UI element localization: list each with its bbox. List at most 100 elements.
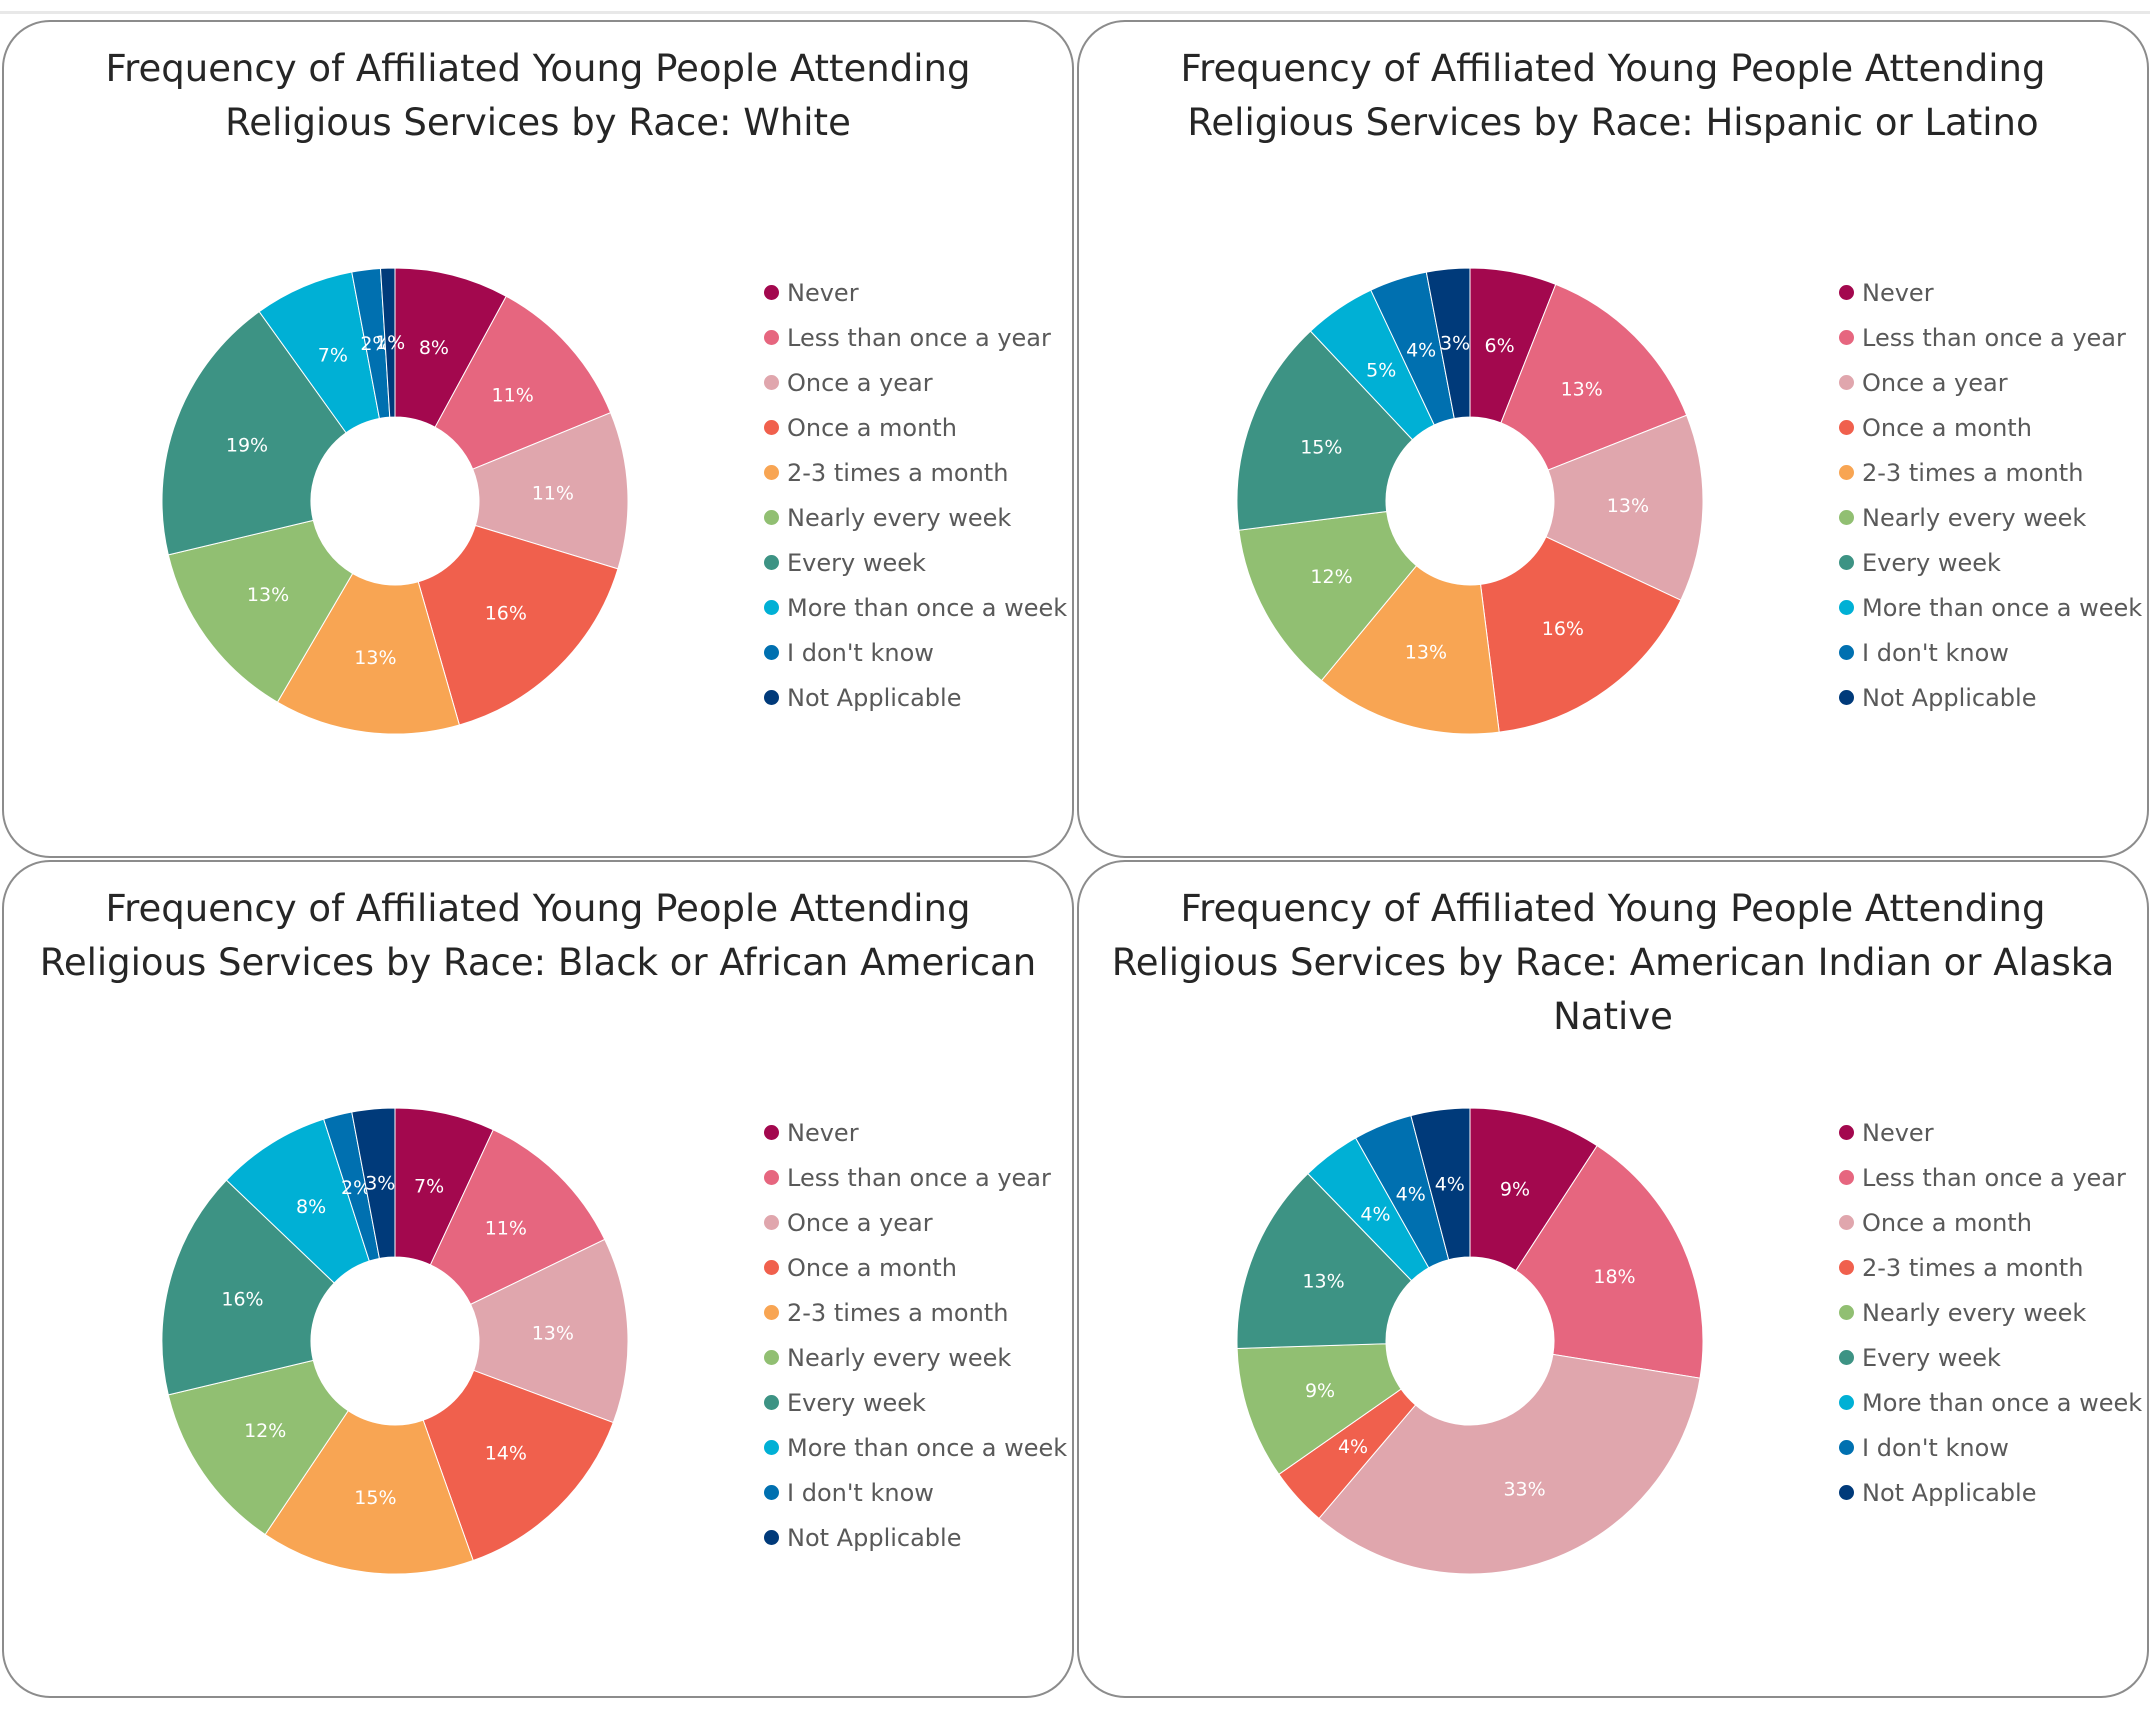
- legend-item-every-week: Every week: [764, 540, 1067, 585]
- legend-label: More than once a week: [1862, 593, 2143, 622]
- slice-not-applicable: [351, 1107, 396, 1260]
- slice-label-every-week: 13%: [1302, 1271, 1344, 1293]
- slice-label-less-than-once-a-year: 13%: [1561, 378, 1603, 400]
- legend-item-2-3-times-a-month: 2-3 times a month: [764, 450, 1067, 495]
- legend-swatch: [764, 1260, 779, 1275]
- legend-item-once-a-month: Once a month: [1839, 405, 2142, 450]
- slice-label-not-applicable: 4%: [1435, 1173, 1465, 1195]
- legend-item-less-than-once-a-year: Less than once a year: [764, 1155, 1067, 1200]
- slice-label-never: 9%: [1500, 1179, 1530, 1201]
- slice-less-than-once-a-year: [1500, 283, 1688, 471]
- slice-label-nearly-every-week: 13%: [247, 584, 289, 606]
- slice-2-3-times-a-month: [276, 572, 460, 735]
- slice-once-a-month: [422, 1369, 614, 1562]
- legend-item-nearly-every-week: Nearly every week: [1839, 1290, 2142, 1335]
- slice-every-week: [1236, 1172, 1413, 1349]
- slice-label-every-week: 15%: [1300, 436, 1342, 458]
- legend-label: I don't know: [1862, 1433, 2009, 1462]
- legend-label: Less than once a year: [1862, 1163, 2126, 1192]
- legend-label: Nearly every week: [1862, 1298, 2087, 1327]
- legend-label: 2-3 times a month: [787, 458, 1009, 487]
- legend-item-i-don-t-know: I don't know: [764, 630, 1067, 675]
- slice-label-less-than-once-a-year: 11%: [492, 385, 534, 407]
- legend-label: Once a year: [787, 1208, 933, 1237]
- legend-label: Not Applicable: [1862, 1478, 2037, 1507]
- legend-item-never: Never: [1839, 1110, 2142, 1155]
- slice-label-nearly-every-week: 9%: [1305, 1380, 1335, 1402]
- slice-label-not-applicable: 3%: [1440, 333, 1470, 355]
- slice-label-i-don-t-know: 2%: [360, 333, 390, 355]
- slice-label-2-3-times-a-month: 4%: [1338, 1436, 1368, 1458]
- legend-item-once-a-year: Once a year: [764, 1200, 1067, 1245]
- slice-label-i-don-t-know: 4%: [1396, 1184, 1426, 1206]
- legend-label: Every week: [1862, 1343, 2001, 1372]
- legend-swatch: [1839, 1305, 1854, 1320]
- slice-once-a-month: [1479, 536, 1682, 733]
- legend-label: More than once a week: [1862, 1388, 2143, 1417]
- legend-item-never: Never: [1839, 270, 2142, 315]
- legend-item-i-don-t-know: I don't know: [1839, 630, 2142, 675]
- slice-once-a-year: [469, 1238, 629, 1424]
- legend-item-2-3-times-a-month: 2-3 times a month: [1839, 450, 2142, 495]
- chart-panel-american-indian-alaska-native: Frequency of Affiliated Young People Att…: [1077, 860, 2149, 1698]
- chart-title: Frequency of Affiliated Young People Att…: [1180, 47, 2046, 144]
- legend-label: Never: [787, 278, 859, 307]
- legend-item-once-a-year: Once a year: [764, 360, 1067, 405]
- legend-swatch: [764, 1350, 779, 1365]
- legend: Never Less than once a year Once a year Onc…: [1839, 270, 2142, 720]
- legend-label: 2-3 times a month: [1862, 1253, 2084, 1282]
- slice-label-i-don-t-know: 2%: [341, 1177, 371, 1199]
- legend-swatch: [1839, 1395, 1854, 1410]
- slice-label-once-a-year: 13%: [1607, 495, 1649, 517]
- legend-label: Once a month: [1862, 1208, 2032, 1237]
- legend-swatch: [1839, 1215, 1854, 1230]
- legend-label: Never: [1862, 1118, 1934, 1147]
- slice-label-never: 8%: [419, 337, 449, 359]
- donut-chart: 7% 11% 13% 14% 15% 12% 16% 8% 2%3%: [161, 1107, 629, 1575]
- legend-label: Every week: [787, 548, 926, 577]
- legend-swatch: [1839, 285, 1854, 300]
- legend-swatch: [1839, 330, 1854, 345]
- slice-label-nearly-every-week: 12%: [1310, 566, 1352, 588]
- slice-once-a-year: [472, 412, 629, 570]
- legend-item-not-applicable: Not Applicable: [764, 675, 1067, 720]
- legend-item-more-than-once-a-week: More than once a week: [764, 585, 1067, 630]
- slice-label-less-than-once-a-year: 11%: [485, 1217, 527, 1239]
- legend-item-2-3-times-a-month: 2-3 times a month: [764, 1290, 1067, 1335]
- legend-item-once-a-month: Once a month: [1839, 1200, 2142, 1245]
- legend-swatch: [764, 690, 779, 705]
- chart-panel-black-african-american: Frequency of Affiliated Young People Att…: [2, 860, 1074, 1698]
- legend-swatch: [764, 1125, 779, 1140]
- slice-label-once-a-month: 16%: [1542, 618, 1584, 640]
- legend-item-every-week: Every week: [764, 1380, 1067, 1425]
- legend-item-once-a-month: Once a month: [764, 1245, 1067, 1290]
- legend-item-less-than-once-a-year: Less than once a year: [1839, 1155, 2142, 1200]
- slice-once-a-year: [1545, 414, 1704, 601]
- legend-swatch: [1839, 1485, 1854, 1500]
- legend-label: 2-3 times a month: [1862, 458, 2084, 487]
- legend-item-more-than-once-a-week: More than once a week: [1839, 1380, 2142, 1425]
- slice-nearly-every-week: [167, 1359, 349, 1536]
- legend-item-not-applicable: Not Applicable: [764, 1515, 1067, 1560]
- chart-panel-white: Frequency of Affiliated Young People Att…: [2, 20, 1074, 858]
- legend-label: Once a month: [787, 1253, 957, 1282]
- legend-swatch: [1839, 420, 1854, 435]
- legend-swatch: [1839, 690, 1854, 705]
- legend-label: Nearly every week: [787, 503, 1012, 532]
- slice-label-more-than-once-a-week: 8%: [296, 1196, 326, 1218]
- slice-label-not-applicable: 3%: [365, 1173, 395, 1195]
- legend-swatch: [1839, 1440, 1854, 1455]
- legend-item-every-week: Every week: [1839, 1335, 2142, 1380]
- slice-nearly-every-week: [1238, 510, 1418, 682]
- legend-label: Less than once a year: [787, 1163, 1051, 1192]
- donut-chart: 6% 13% 13% 16% 13% 12% 15% 5% 4% 3%: [1236, 267, 1704, 735]
- legend-item-i-don-t-know: I don't know: [764, 1470, 1067, 1515]
- legend-swatch: [1839, 375, 1854, 390]
- legend-item-less-than-once-a-year: Less than once a year: [764, 315, 1067, 360]
- legend-label: More than once a week: [787, 1433, 1068, 1462]
- legend-item-nearly-every-week: Nearly every week: [764, 1335, 1067, 1380]
- legend-swatch: [1839, 1170, 1854, 1185]
- legend-swatch: [764, 600, 779, 615]
- chart-panel-hispanic-latino: Frequency of Affiliated Young People Att…: [1077, 20, 2149, 858]
- slice-label-nearly-every-week: 12%: [244, 1420, 286, 1442]
